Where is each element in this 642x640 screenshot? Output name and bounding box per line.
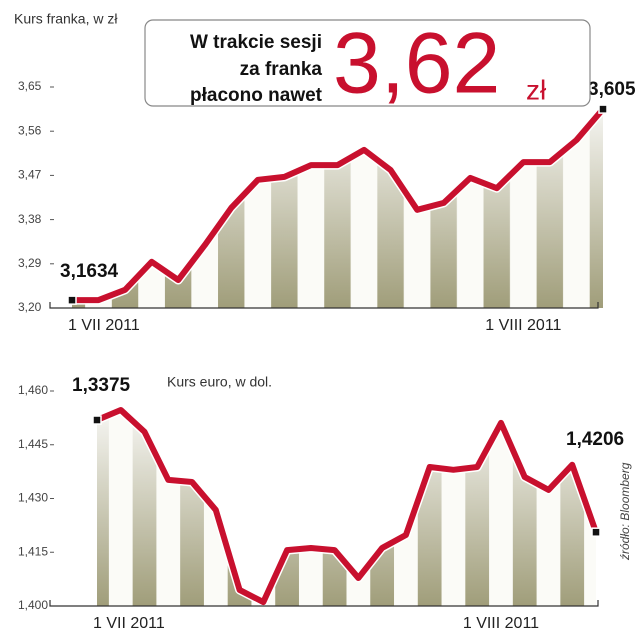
y-tick-label: 1,445 — [18, 437, 48, 451]
x-axis — [49, 302, 599, 309]
chart-title: Kurs franka, w zł — [14, 11, 118, 27]
annotation: 1,3375 — [72, 375, 131, 396]
y-tick-label: 1,400 — [18, 598, 48, 612]
callout-unit: zł — [526, 74, 547, 105]
end-marker — [598, 104, 608, 114]
callout-box — [144, 19, 591, 107]
x-tick-label: 1 VIII 2011 — [463, 615, 539, 632]
y-tick-label: 3,65 — [18, 79, 42, 93]
chart-title: Kurs euro, w dol. — [167, 374, 272, 390]
line — [94, 407, 599, 606]
area — [97, 410, 596, 606]
y-tick-label: 3,29 — [18, 256, 42, 270]
line — [69, 106, 606, 304]
annotation: 1,4206 — [566, 429, 624, 450]
annotation: 3,605 — [588, 79, 636, 100]
y-tick-label: 3,56 — [18, 123, 42, 137]
end-marker — [591, 527, 601, 537]
annotation: 3,1634 — [60, 261, 119, 282]
area — [72, 109, 603, 308]
source: źródło: Bloomberg — [618, 462, 632, 561]
callout-value: 3,62 — [333, 16, 500, 112]
y-tick-label: 3,20 — [18, 300, 42, 314]
callout-line: W trakcie sesji — [190, 32, 322, 53]
y-tick-label: 1,430 — [18, 491, 48, 505]
x-tick-label: 1 VII 2011 — [93, 615, 165, 632]
x-tick-label: 1 VIII 2011 — [485, 317, 561, 334]
y-tick-label: 1,415 — [18, 544, 48, 558]
y-tick-label: 3,38 — [18, 212, 42, 226]
callout-line: za franka — [240, 59, 323, 80]
callout-line: płacono nawet — [190, 85, 323, 106]
end-marker — [92, 415, 102, 425]
y-tick-label: 1,460 — [18, 383, 48, 397]
end-marker — [67, 295, 77, 305]
x-tick-label: 1 VII 2011 — [68, 317, 140, 334]
y-tick-label: 3,47 — [18, 168, 42, 182]
x-axis — [49, 600, 599, 607]
